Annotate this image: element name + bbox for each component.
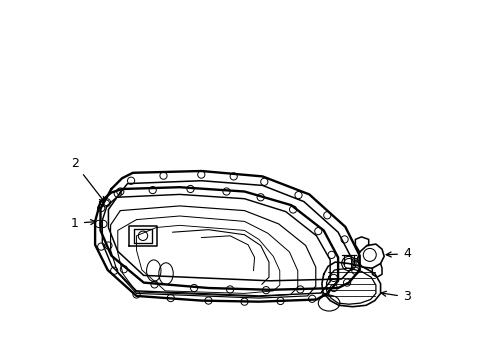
Text: 2: 2 xyxy=(71,157,104,202)
Text: 1: 1 xyxy=(71,217,96,230)
Text: 3: 3 xyxy=(380,291,410,303)
Text: 4: 4 xyxy=(386,247,410,260)
